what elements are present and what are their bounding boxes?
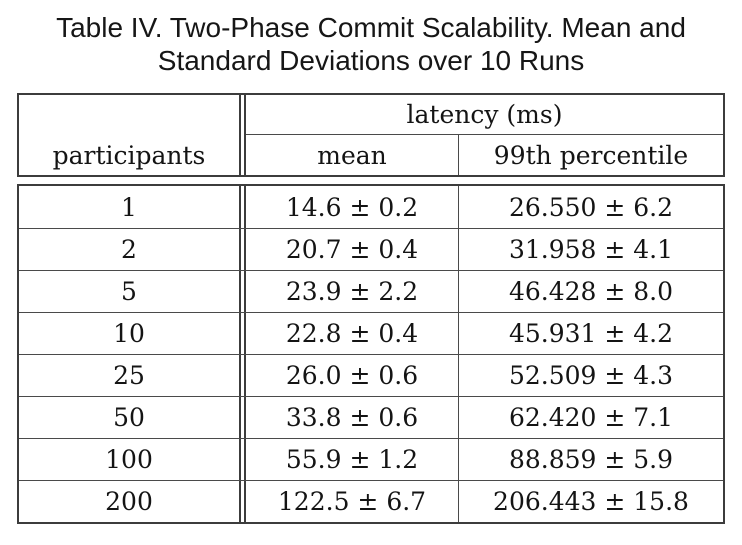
data-table: participants latency (ms) mean 99th perc… — [17, 93, 725, 524]
double-rule-spacer — [241, 397, 246, 438]
column-group-header-latency: latency (ms) — [246, 95, 723, 135]
cell-mean-latency: 22.8 ± 0.4 — [285, 319, 419, 348]
table-row: 25 26.0 ± 0.6 52.509 ± 4.3 — [19, 354, 723, 396]
double-rule-spacer — [241, 186, 246, 228]
cell-99th-percentile-latency: 52.509 ± 4.3 — [458, 355, 723, 396]
cell-participants: 5 — [19, 271, 241, 312]
double-rule-spacer — [241, 355, 246, 396]
cell-participants: 100 — [19, 439, 241, 480]
cell-mean-latency: 122.5 ± 6.7 — [277, 487, 427, 516]
cell-99th-percentile-latency: 46.428 ± 8.0 — [458, 271, 723, 312]
column-header-mean: mean — [317, 140, 387, 170]
table-row: 200 122.5 ± 6.7 206.443 ± 15.8 — [19, 480, 723, 522]
table-row: 2 20.7 ± 0.4 31.958 ± 4.1 — [19, 228, 723, 270]
double-rule-spacer — [241, 271, 246, 312]
cell-mean-latency: 55.9 ± 1.2 — [285, 445, 419, 474]
table-caption-line-2: Standard Deviations over 10 Runs — [157, 45, 585, 76]
cell-mean-latency: 23.9 ± 2.2 — [285, 277, 419, 306]
double-rule-spacer — [241, 229, 246, 270]
table-row: 1 14.6 ± 0.2 26.550 ± 6.2 — [19, 186, 723, 228]
cell-mean-latency: 26.0 ± 0.6 — [285, 361, 419, 390]
cell-mean-latency: 20.7 ± 0.4 — [285, 235, 419, 264]
double-rule-spacer — [241, 313, 246, 354]
table-body: 1 14.6 ± 0.2 26.550 ± 6.2 2 20.7 ± 0.4 3… — [17, 184, 725, 524]
cell-99th-percentile-latency: 62.420 ± 7.1 — [458, 397, 723, 438]
cell-99th-percentile-latency: 45.931 ± 4.2 — [458, 313, 723, 354]
cell-mean-latency: 33.8 ± 0.6 — [285, 403, 419, 432]
double-rule-spacer — [241, 481, 246, 522]
table-caption: Table IV. Two-Phase Commit Scalability. … — [0, 11, 742, 77]
table-row: 100 55.9 ± 1.2 88.859 ± 5.9 — [19, 438, 723, 480]
double-rule-spacer — [241, 439, 246, 480]
cell-99th-percentile-latency: 31.958 ± 4.1 — [458, 229, 723, 270]
cell-mean-latency: 14.6 ± 0.2 — [285, 192, 419, 222]
column-header-99th-percentile: 99th percentile — [458, 135, 723, 175]
table-row: 5 23.9 ± 2.2 46.428 ± 8.0 — [19, 270, 723, 312]
cell-99th-percentile-latency: 26.550 ± 6.2 — [458, 186, 723, 228]
cell-participants: 2 — [19, 229, 241, 270]
cell-participants: 50 — [19, 397, 241, 438]
double-rule-spacer — [241, 95, 246, 175]
cell-participants: 10 — [19, 313, 241, 354]
cell-99th-percentile-latency: 88.859 ± 5.9 — [458, 439, 723, 480]
table-caption-line-1: Table IV. Two-Phase Commit Scalability. … — [56, 12, 686, 43]
cell-participants: 25 — [19, 355, 241, 396]
cell-participants: 1 — [19, 186, 241, 228]
table-row: 50 33.8 ± 0.6 62.420 ± 7.1 — [19, 396, 723, 438]
cell-participants: 200 — [19, 481, 241, 522]
table-header: participants latency (ms) mean 99th perc… — [17, 93, 725, 177]
cell-99th-percentile-latency: 206.443 ± 15.8 — [458, 481, 723, 522]
column-header-participants: participants — [19, 95, 241, 175]
header-body-gap — [17, 177, 725, 184]
table-row: 10 22.8 ± 0.4 45.931 ± 4.2 — [19, 312, 723, 354]
